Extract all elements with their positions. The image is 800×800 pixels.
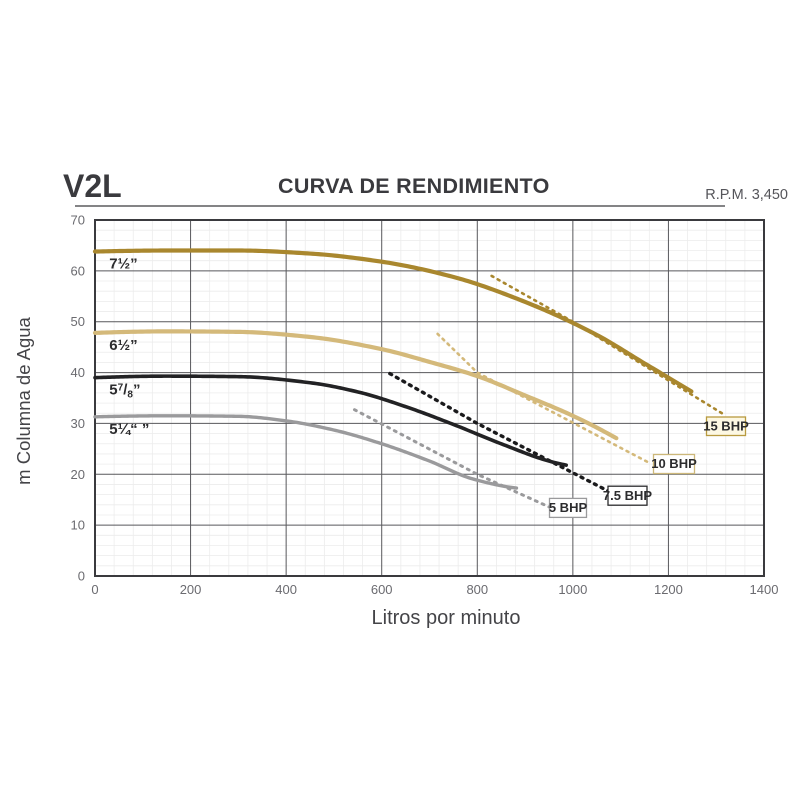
- svg-text:1000: 1000: [558, 582, 587, 597]
- svg-text:R.P.M. 3,450: R.P.M. 3,450: [705, 187, 788, 203]
- svg-text:1400: 1400: [750, 582, 779, 597]
- svg-text:60: 60: [71, 263, 85, 278]
- svg-text:0: 0: [91, 582, 98, 597]
- svg-text:40: 40: [71, 365, 85, 380]
- svg-text:800: 800: [466, 582, 488, 597]
- svg-text:6½”: 6½”: [109, 337, 137, 354]
- svg-text:CURVA DE RENDIMIENTO: CURVA DE RENDIMIENTO: [278, 174, 550, 198]
- svg-text:400: 400: [275, 582, 297, 597]
- svg-text:15 BHP: 15 BHP: [703, 419, 749, 434]
- svg-text:m Columna de Agua: m Columna de Agua: [13, 316, 34, 484]
- svg-text:57/8”: 57/8”: [109, 382, 140, 401]
- svg-text:7.5 BHP: 7.5 BHP: [603, 488, 652, 503]
- svg-text:Litros por minuto: Litros por minuto: [372, 607, 521, 629]
- svg-text:30: 30: [71, 416, 85, 431]
- svg-text:10 BHP: 10 BHP: [651, 456, 697, 471]
- svg-text:70: 70: [71, 213, 85, 228]
- svg-text:10: 10: [71, 518, 85, 533]
- svg-text:V2L: V2L: [63, 168, 122, 204]
- svg-text:600: 600: [371, 582, 393, 597]
- svg-text:200: 200: [180, 582, 202, 597]
- svg-text:50: 50: [71, 314, 85, 329]
- svg-text:5 BHP: 5 BHP: [549, 500, 588, 515]
- svg-text:20: 20: [71, 467, 85, 482]
- svg-text:5¼“ ”: 5¼“ ”: [109, 421, 149, 438]
- svg-text:1200: 1200: [654, 582, 683, 597]
- svg-text:0: 0: [78, 569, 85, 584]
- svg-text:7½”: 7½”: [109, 256, 137, 273]
